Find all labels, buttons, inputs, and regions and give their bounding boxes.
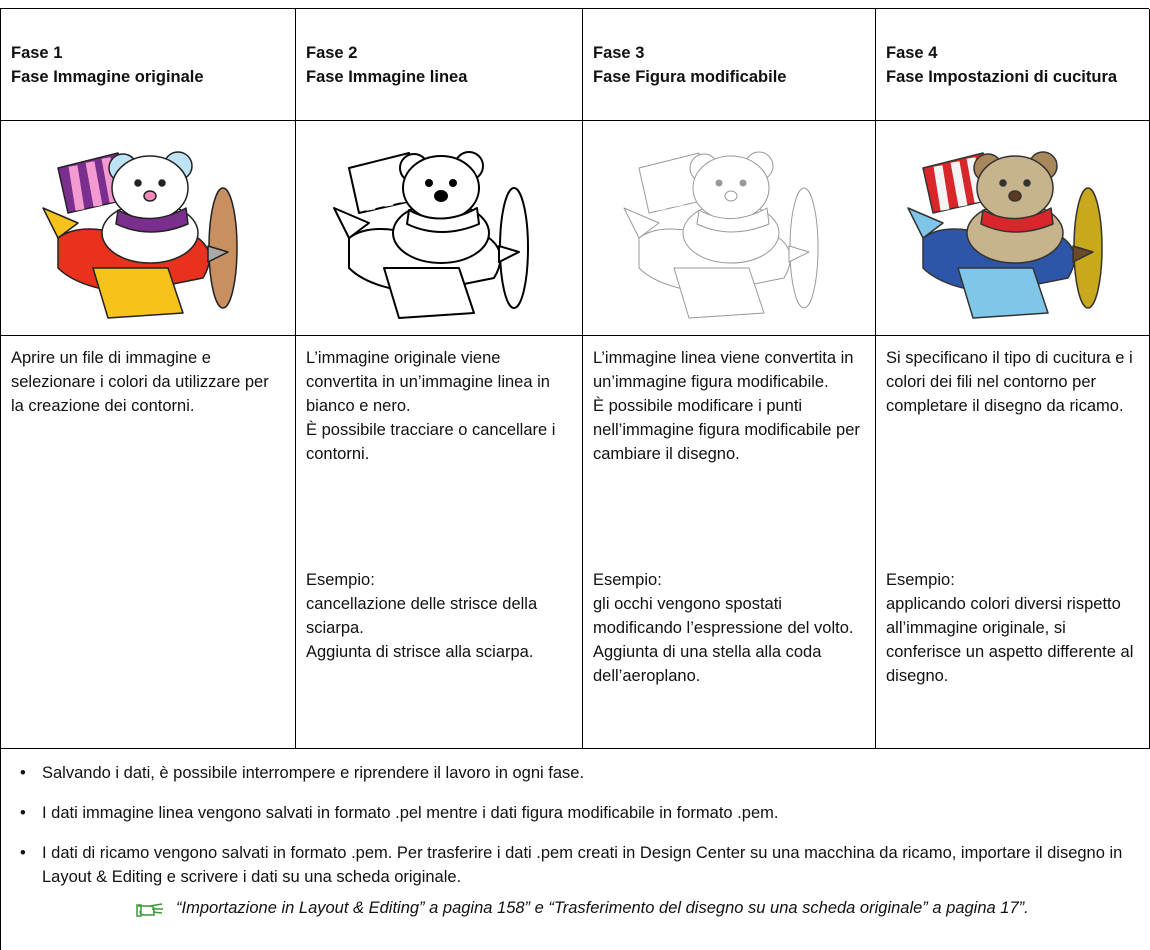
header-cell: Fase 3 Fase Figura modificabile [583, 9, 876, 121]
phase-title: Fase Figura modificabile [593, 67, 787, 86]
image-cell [876, 121, 1150, 336]
example-label: Esempio: [886, 571, 955, 589]
note: I dati immagine linea vengono salvati in… [20, 801, 1135, 825]
reference: “Importazione in Layout & Editing” a pag… [176, 899, 1029, 917]
figure-image [619, 128, 839, 328]
note: I dati di ricamo vengono salvati in form… [20, 841, 1135, 889]
example-line: cancellazione delle strisce della sciarp… [306, 595, 538, 637]
example-label: Esempio: [593, 571, 662, 589]
description: È possibile modificare i punti nell’imma… [593, 397, 860, 463]
example-line: Aggiunta di strisce alla sciarpa. [306, 643, 534, 661]
text-cell: L’immagine originale viene convertita in… [296, 336, 583, 749]
example: Esempio: cancellazione delle strisce del… [306, 568, 572, 664]
phase-label: Fase 2 [306, 43, 358, 62]
example-line: gli occhi vengono spostati modificando l… [593, 595, 854, 637]
description: Aprire un file di immagine e selezionare… [11, 349, 269, 415]
header-cell: Fase 4 Fase Impostazioni di cucitura [876, 9, 1150, 121]
phase-label: Fase 3 [593, 43, 645, 62]
description: Si specificano il tipo di cucitura e i c… [886, 349, 1133, 415]
left-rule [0, 748, 1, 950]
example-line: Aggiunta di una stella alla coda dell’ae… [593, 643, 822, 685]
example: Esempio: applicando colori diversi rispe… [886, 568, 1139, 688]
description: L’immagine originale viene convertita in… [306, 349, 550, 415]
phase-label: Fase 1 [11, 43, 63, 62]
line-image [329, 128, 549, 328]
example: Esempio: gli occhi vengono spostati modi… [593, 568, 865, 688]
phase-table: Fase 1 Fase Immagine originale Fase 2 Fase… [0, 8, 1150, 749]
reference-icon [136, 903, 163, 917]
phase-title: Fase Impostazioni di cucitura [886, 67, 1118, 86]
notes: Salvando i dati, è possibile interromper… [20, 761, 1135, 905]
header-cell: Fase 2 Fase Immagine linea [296, 9, 583, 121]
text-cell: L’immagine linea viene convertita in un’… [583, 336, 876, 749]
description: È possibile tracciare o cancellare i con… [306, 421, 556, 463]
original-image [38, 128, 258, 328]
image-cell [1, 121, 296, 336]
phase-title: Fase Immagine originale [11, 67, 204, 86]
example-line: applicando colori diversi rispetto all’i… [886, 595, 1134, 685]
phase-title: Fase Immagine linea [306, 67, 468, 86]
note: Salvando i dati, è possibile interromper… [20, 761, 1135, 785]
phase-label: Fase 4 [886, 43, 938, 62]
text-cell: Aprire un file di immagine e selezionare… [1, 336, 296, 749]
header-cell: Fase 1 Fase Immagine originale [1, 9, 296, 121]
text-cell: Si specificano il tipo di cucitura e i c… [876, 336, 1150, 749]
image-cell [583, 121, 876, 336]
image-cell [296, 121, 583, 336]
description: L’immagine linea viene convertita in un’… [593, 349, 854, 391]
example-label: Esempio: [306, 571, 375, 589]
embroidery-image [903, 128, 1123, 328]
